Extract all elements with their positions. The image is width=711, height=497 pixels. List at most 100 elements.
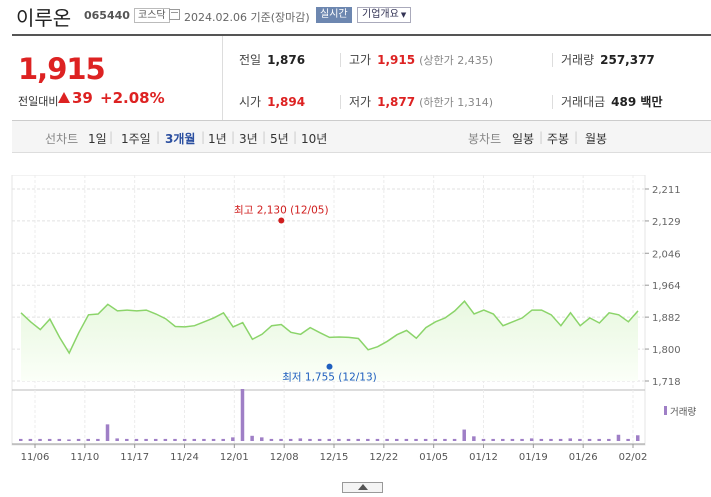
volume-bar [76,438,81,441]
change-percent: +2.08% [100,89,165,107]
volume-bar [404,438,409,441]
volume-bar [240,389,245,441]
y-tick-label: 1,882 [652,313,681,324]
volume-bar [173,438,177,441]
company-info-dropdown[interactable]: 기업개요 ▼ [357,7,412,23]
volume-bar [578,438,582,441]
volume-bar [192,438,197,441]
volume-bar [211,438,216,441]
volume-bar [529,438,534,441]
volume-bar [144,438,148,441]
volume-bar [231,437,235,441]
candle-monthly[interactable]: 월봉 [585,132,608,146]
up-arrow-icon [58,92,70,103]
volume-bar [269,438,274,441]
period-3y[interactable]: 3년 [239,132,258,146]
volume-bar [549,438,553,441]
candle-weekly[interactable]: 주봉 [547,132,570,146]
volume-bar [182,438,187,441]
volume-bar [202,438,206,441]
volume-bar [626,438,630,441]
x-tick-label: 01/26 [569,452,598,463]
volume-bar [125,438,129,441]
volume-bar [317,438,322,441]
min-point [326,363,333,370]
market-badge: 코스닥 [134,8,170,23]
volume-bar [346,438,351,441]
price-area [21,301,638,381]
x-tick-label: 01/19 [519,452,548,463]
period-1w[interactable]: 1주일 [121,132,151,146]
volume-bar [539,438,544,441]
volume-bar [520,438,524,441]
x-tick-label: 12/01 [220,452,249,463]
stock-code: 065440 [84,9,130,22]
line-chart-label: 선차트 [45,132,79,146]
low-price: 저가 1,877 (하한가 1,314) [349,95,493,109]
volume-bar [298,438,303,441]
volume-bar [38,438,42,441]
volume-bar [558,438,563,441]
prev-close: 전일 1,876 [239,53,306,67]
volume-bar [115,438,119,441]
volume-bar [57,438,62,441]
x-tick-label: 01/05 [419,452,448,463]
volume-bar [288,438,293,441]
volume-bar [250,435,254,441]
open-price: 시가 1,894 [239,95,306,109]
period-3m[interactable]: 3개월 [165,132,196,146]
realtime-button[interactable]: 실시간 [316,7,352,23]
y-tick-label: 2,046 [652,249,681,260]
volume-bar [260,437,264,441]
volume-bar [105,424,110,441]
volume-bar [636,435,640,441]
max-annotation: 최고 2,130 (12/05) [234,205,329,217]
volume-bar [452,438,457,441]
period-10y[interactable]: 10년 [301,132,328,146]
volume-bar [443,438,447,441]
high-price: 고가 1,915 (상한가 2,435) [349,53,493,67]
volume-bar [153,438,158,441]
volume-bar [481,438,486,441]
volume-bar [501,438,505,441]
volume-bar [607,438,611,441]
x-tick-label: 11/10 [70,452,99,463]
x-tick-label: 12/15 [320,452,349,463]
x-tick-label: 02/02 [619,452,648,463]
volume-bar [19,438,23,441]
x-tick-label: 11/06 [21,452,50,463]
volume-bar [394,438,399,441]
volume-bar [375,438,380,441]
y-tick-label: 2,211 [652,185,681,196]
volume-bar [86,438,90,441]
y-tick-label: 1,964 [652,281,681,292]
y-tick-label: 2,129 [652,217,681,228]
volume-bar [221,438,225,441]
volume-bar [491,438,495,441]
volume-bar [423,438,428,441]
volume-bar [385,438,389,441]
volume-bar [163,438,168,441]
volume-bar [472,436,476,441]
volume-bar [327,438,331,441]
x-tick-label: 01/12 [469,452,498,463]
volume-bar [134,438,139,441]
x-tick-label: 12/22 [369,452,398,463]
volume-legend-label: 거래량 [670,406,696,418]
period-1y[interactable]: 1년 [208,132,227,146]
current-price-box: 1,915 전일대비 39 +2.08% [12,36,223,120]
volume-bar [96,438,100,441]
candle-daily[interactable]: 일봉 [512,132,535,146]
max-point [278,217,285,224]
stock-header: 이루온 065440 코스닥 2024.02.06 기준(장마감) 실시간 기업… [0,0,711,34]
volume-bar [462,429,466,441]
volume-bar [510,438,515,441]
period-selector: 선차트 1일 | 1주일 | 3개월 | 1년 | 3년 | 5년 | 10년 … [12,121,711,153]
min-annotation: 최저 1,755 (12/13) [282,372,377,384]
period-1d[interactable]: 1일 [88,132,107,146]
volume-bar [616,434,621,441]
x-tick-label: 11/24 [170,452,199,463]
volume-bar [597,438,601,441]
chart-collapse-button[interactable] [342,482,383,493]
period-5y[interactable]: 5년 [270,132,289,146]
